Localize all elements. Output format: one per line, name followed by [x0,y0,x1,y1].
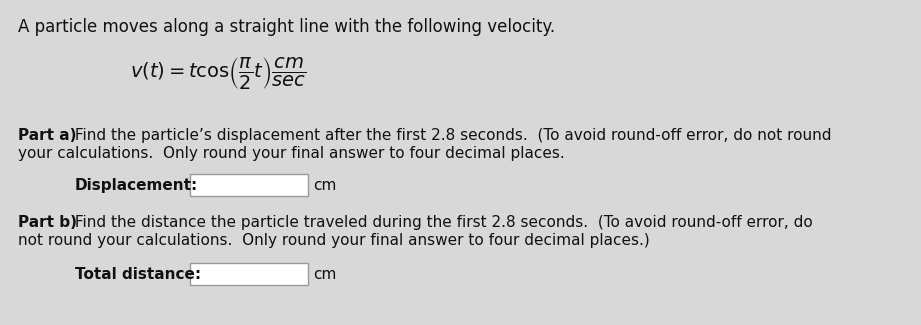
Bar [190,174,308,196]
Text: your calculations.  Only round your final answer to four decimal places.: your calculations. Only round your final… [18,146,565,161]
Text: not round your calculations.  Only round your final answer to four decimal place: not round your calculations. Only round … [18,233,649,248]
Text: $v(t) = t\cos\!\left(\dfrac{\pi}{2}t\right)\dfrac{cm}{sec}$: $v(t) = t\cos\!\left(\dfrac{\pi}{2}t\rig… [130,55,306,91]
Text: cm: cm [313,178,336,193]
Text: Find the distance the particle traveled during the first 2.8 seconds.  (To avoid: Find the distance the particle traveled … [70,215,812,230]
Bar [190,263,308,285]
Text: Total distance:: Total distance: [75,267,201,282]
Text: Displacement:: Displacement: [75,178,198,193]
Text: cm: cm [313,267,336,282]
Text: A particle moves along a straight line with the following velocity.: A particle moves along a straight line w… [18,18,555,36]
Text: Find the particle’s displacement after the first 2.8 seconds.  (To avoid round-o: Find the particle’s displacement after t… [70,128,832,143]
Text: Part b): Part b) [18,215,77,230]
Text: Part a): Part a) [18,128,76,143]
